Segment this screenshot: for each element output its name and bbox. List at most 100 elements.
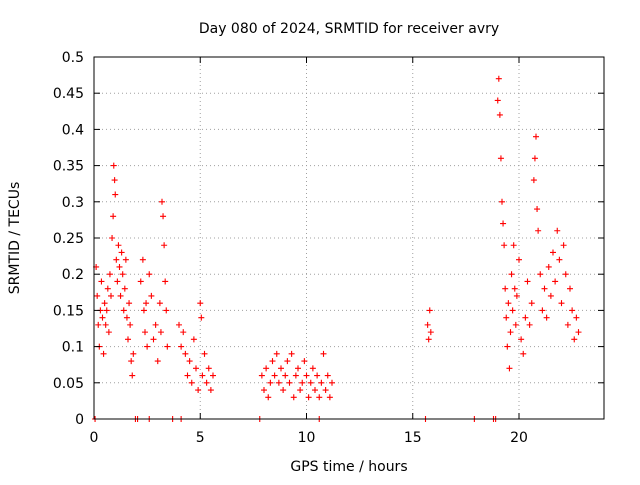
grid-lines (94, 57, 604, 419)
x-tick-label: 5 (196, 430, 205, 446)
data-point (261, 387, 267, 394)
data-point (275, 379, 282, 386)
data-point (290, 394, 297, 401)
data-point (522, 314, 529, 321)
data-point (531, 155, 538, 162)
data-point (297, 387, 304, 394)
data-point (205, 365, 212, 372)
data-point (164, 343, 171, 350)
data-point (116, 263, 123, 270)
data-points (92, 75, 582, 422)
data-point (301, 358, 308, 365)
data-point (105, 329, 112, 336)
data-point (316, 394, 323, 401)
data-point (424, 321, 431, 328)
data-point (140, 307, 147, 314)
y-tick-label: 0.4 (62, 122, 84, 138)
data-point (518, 336, 525, 343)
data-point (562, 271, 569, 278)
data-point (569, 307, 576, 314)
data-point (552, 278, 559, 285)
data-point (263, 365, 270, 372)
data-point (513, 292, 520, 299)
data-point (426, 307, 433, 314)
data-point (143, 300, 150, 307)
data-point (554, 227, 561, 234)
data-point (278, 365, 284, 372)
data-point (94, 292, 101, 299)
data-point (122, 256, 129, 263)
data-point (162, 278, 169, 285)
data-point (199, 372, 206, 379)
data-point (120, 307, 127, 314)
data-point (288, 350, 295, 357)
x-tick-labels: 0 5 10 15 20 (90, 430, 528, 446)
data-point (119, 271, 126, 278)
data-point (123, 314, 130, 321)
data-point (502, 285, 509, 292)
data-point (516, 256, 522, 263)
data-point (125, 336, 131, 343)
data-point (198, 314, 205, 321)
data-point (558, 300, 565, 307)
y-tick-label: 0.5 (62, 50, 84, 66)
data-point (534, 206, 541, 213)
data-point (95, 321, 102, 328)
data-point (324, 372, 331, 379)
data-point (543, 314, 550, 321)
data-point (575, 329, 582, 336)
data-point (312, 387, 318, 394)
data-point (329, 379, 335, 386)
data-point (497, 155, 504, 162)
data-point (545, 263, 552, 270)
data-point (197, 300, 204, 307)
data-point (115, 242, 122, 249)
y-tick-label: 0.2 (62, 267, 84, 283)
data-point (284, 358, 291, 365)
data-point (535, 227, 542, 234)
data-point (156, 300, 163, 307)
data-point (573, 314, 580, 321)
y-axis-label: SRMTID / TECUs (7, 182, 23, 295)
data-point (524, 278, 531, 285)
data-point (541, 285, 548, 292)
y-tick-label: 0.45 (53, 86, 84, 102)
data-point (146, 271, 153, 278)
data-point (108, 292, 114, 299)
data-point (161, 242, 168, 249)
data-point (267, 379, 274, 386)
data-point (533, 133, 539, 140)
data-point (201, 350, 208, 357)
y-tick-label: 0 (75, 412, 84, 428)
data-point (314, 372, 321, 379)
data-point (159, 198, 165, 205)
data-point (510, 242, 517, 249)
data-point (286, 379, 293, 386)
data-point (494, 97, 501, 104)
data-point (320, 350, 327, 357)
data-point (512, 321, 519, 328)
data-point (295, 365, 301, 372)
data-point (157, 329, 164, 336)
data-point (193, 365, 199, 372)
data-point (556, 256, 563, 263)
data-point (550, 249, 556, 256)
data-point (564, 321, 571, 328)
data-point (150, 336, 157, 343)
data-point (507, 329, 514, 336)
data-point (184, 372, 191, 379)
data-point (127, 321, 134, 328)
data-point (207, 387, 214, 394)
data-point (571, 336, 578, 343)
data-point (539, 307, 546, 314)
data-point (282, 372, 289, 379)
data-point (130, 350, 137, 357)
y-tick-label: 0.1 (62, 340, 84, 356)
data-point (104, 285, 111, 292)
data-point (99, 314, 106, 321)
x-tick-label: 10 (298, 430, 316, 446)
data-point (528, 300, 535, 307)
y-tick-label: 0.35 (53, 159, 84, 175)
